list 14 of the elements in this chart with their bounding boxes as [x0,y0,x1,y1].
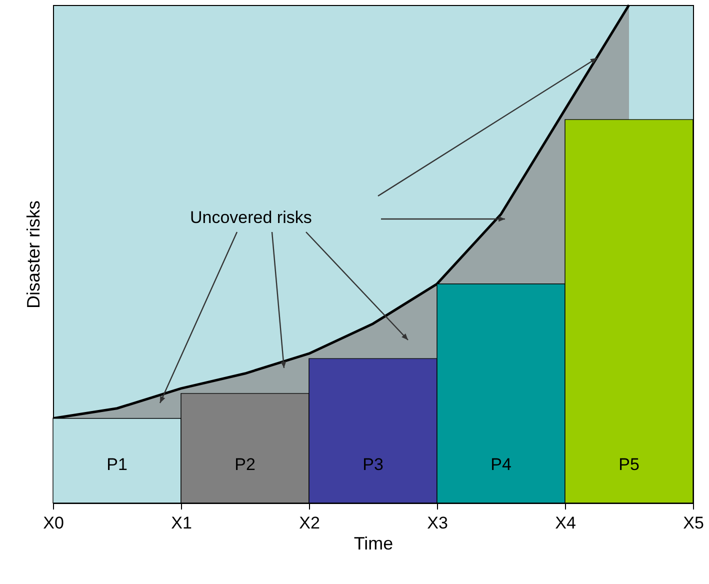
x-tick-label: X0 [43,514,64,532]
annotation: Uncovered risks [190,208,312,227]
annotation: P3 [362,455,384,474]
annotation: P5 [618,455,640,474]
annotation: P1 [106,455,128,474]
annotation: P2 [234,455,256,474]
x-tick-label: X2 [299,514,320,532]
x-tick-label: X1 [171,514,192,532]
x-tick-label: X4 [555,514,576,532]
x-axis-title: Time [354,534,394,554]
x-tick-label: X3 [427,514,448,532]
x-tick-label: X5 [683,514,704,532]
y-axis-title: Disaster risks [24,200,44,309]
annotation: P4 [490,455,512,474]
